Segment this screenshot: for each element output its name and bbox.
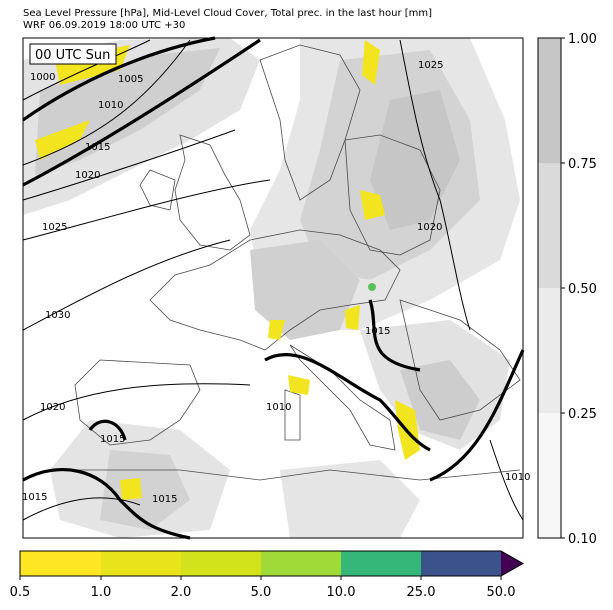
precip-colorbar-segment (181, 551, 261, 576)
cloud-colorbar-segment (538, 38, 561, 163)
isobar-label: 1015 (100, 434, 125, 445)
precip-tick-label: 1.0 (91, 585, 112, 600)
coastlines-layer (60, 44, 521, 481)
time-badge-label: 00 UTC Sun (35, 48, 110, 63)
map-frame (22, 37, 524, 539)
cloud-colorbar-segment (538, 413, 561, 538)
precip-colorbar-segment (341, 551, 421, 576)
isobar-label: 1015 (152, 494, 177, 505)
isobar-label: 1025 (418, 60, 443, 71)
cloud-tick-label: 0.10 (568, 532, 597, 547)
isobar-label: 1030 (45, 310, 70, 321)
chart-title: Sea Level Pressure [hPa], Mid-Level Clou… (23, 8, 433, 19)
precip-tick-label: 0.5 (10, 585, 31, 600)
isobars-layer (22, 36, 525, 540)
cloud-colorbar-segment (538, 163, 561, 288)
cloud-tick-label: 0.50 (568, 282, 597, 297)
precip-tick-label: 5.0 (251, 585, 272, 600)
isobar-label: 1000 (30, 72, 55, 83)
cloud-cover-colorbar: 1.00 0.75 0.50 0.25 0.10 (537, 32, 597, 547)
isobar-label: 1020 (75, 170, 100, 181)
precip-tick-label: 2.0 (171, 585, 192, 600)
precip-colorbar-segment (101, 551, 181, 576)
precip-colorbar-segment (20, 551, 101, 576)
precip-colorbar-segment (421, 551, 501, 576)
cloud-tick-label: 1.00 (568, 32, 597, 47)
precip-colorbar-extend-arrow (501, 551, 523, 576)
isobar-label: 1020 (417, 222, 442, 233)
isobar-label: 1015 (22, 492, 47, 503)
cloud-tick-label: 0.75 (568, 157, 597, 172)
precip-tick-label: 10.0 (327, 585, 356, 600)
precip-colorbar: 0.5 1.0 2.0 5.0 10.0 25.0 50.0 (10, 550, 525, 600)
isobar-label: 1015 (365, 326, 390, 337)
precip-tick-label: 50.0 (487, 585, 516, 600)
cloud-colorbar-segment (538, 288, 561, 413)
isobar-label: 1010 (266, 402, 291, 413)
cloud-cover-layer (23, 38, 520, 538)
isobar-label: 1010 (505, 472, 530, 483)
chart-subtitle: WRF 06.09.2019 18:00 UTC +30 (23, 20, 186, 31)
isobar-label: 1015 (85, 142, 110, 153)
isobar-label: 1005 (118, 74, 143, 85)
time-badge: 00 UTC Sun (29, 43, 117, 65)
cloud-tick-label: 0.25 (568, 407, 597, 422)
isobar-labels: 1000 1005 1010 1015 1020 1025 1030 1025 … (22, 60, 530, 505)
precip-tick-label: 25.0 (407, 585, 436, 600)
isobar-label: 1010 (98, 100, 123, 111)
isobar-label: 1025 (42, 222, 67, 233)
precip-colorbar-segment (261, 551, 341, 576)
isobar-label: 1020 (40, 402, 65, 413)
